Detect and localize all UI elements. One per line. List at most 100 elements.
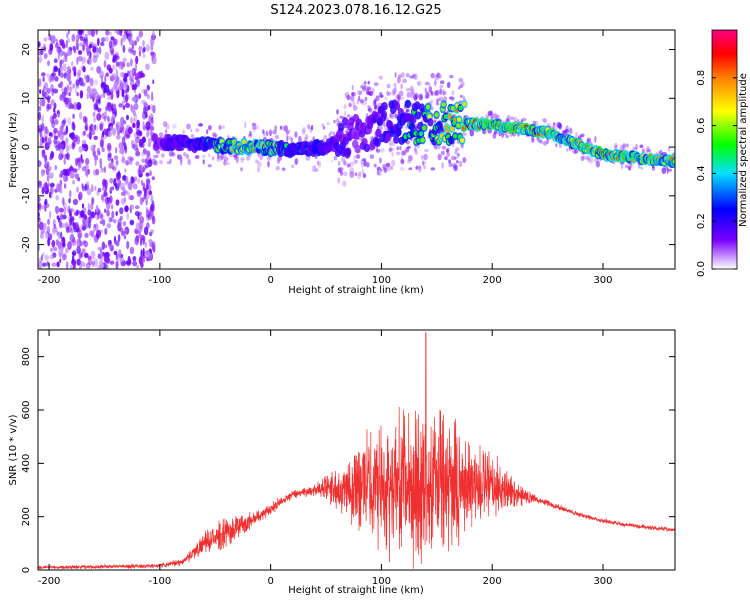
spectrogram-cell xyxy=(404,99,412,109)
spectrogram-cell xyxy=(125,260,130,265)
spectrogram-cell xyxy=(90,88,93,97)
spectrogram-cell xyxy=(594,135,597,143)
spectrogram-cell xyxy=(112,111,117,119)
spectrogram-cell xyxy=(89,51,92,59)
spectrogram-cell xyxy=(41,98,46,107)
spectrogram-cell xyxy=(168,152,174,157)
spectrogram-cell xyxy=(119,124,124,132)
spectrogram-cell xyxy=(117,130,120,136)
spectrogram-cell xyxy=(59,39,65,44)
spectrogram-cell xyxy=(395,128,402,137)
spectrogram-cell xyxy=(448,162,454,167)
spectrogram-cell xyxy=(58,67,61,77)
spectrogram-cell xyxy=(66,84,70,92)
spectrogram-cell xyxy=(109,217,114,222)
spectrogram-cell xyxy=(182,129,185,136)
spectrogram-cell xyxy=(369,88,373,93)
spectrogram-cell xyxy=(130,58,133,67)
spectrogram-cell xyxy=(277,156,282,162)
spectrogram-cell xyxy=(97,187,102,193)
spectrogram-cell xyxy=(458,160,463,168)
spectrogram-cell xyxy=(136,132,141,140)
spectrogram-cell xyxy=(455,160,459,164)
spectrogram-cell xyxy=(393,86,397,94)
spectrogram-cell xyxy=(436,99,439,106)
spectrogram-cell xyxy=(38,213,41,220)
spectrogram-cell xyxy=(51,88,54,96)
spectrogram-cell xyxy=(111,87,115,93)
spectrogram-cell-core xyxy=(672,159,675,165)
spectrogram-cell xyxy=(129,160,133,165)
spectrogram-cell xyxy=(355,154,361,159)
spectrogram-cell xyxy=(129,75,132,81)
spectrogram-cell xyxy=(112,166,117,171)
spectrogram-x-label: Height of straight line (km) xyxy=(288,285,424,296)
spectrogram-cell xyxy=(151,52,154,62)
spectrogram-cell xyxy=(126,240,130,250)
spectrogram-cell xyxy=(122,189,127,197)
spectrogram-cell xyxy=(131,96,137,102)
spectrogram-cell xyxy=(62,242,66,248)
spectrogram-cell xyxy=(43,37,48,42)
spectrogram-cell xyxy=(66,32,69,39)
spectrogram-cell xyxy=(58,142,62,151)
spectrogram-cell xyxy=(50,99,55,106)
spectrogram-cell xyxy=(44,162,49,169)
spectrogram-cell xyxy=(396,146,399,151)
spectrogram-cell xyxy=(573,148,579,154)
spectrogram-cell xyxy=(55,195,59,201)
spectrogram-cell xyxy=(124,102,131,108)
spectrogram-cell xyxy=(321,123,325,127)
spectrogram-cell xyxy=(553,122,556,126)
spectrogram-cell xyxy=(93,258,99,267)
snr-y-label: SNR (10 * v/v) xyxy=(8,414,19,485)
spectrogram-cell-core xyxy=(422,125,427,131)
spectrogram-cell xyxy=(440,150,445,156)
spectrogram-cell xyxy=(110,187,113,192)
spectrogram-cell xyxy=(86,85,92,94)
spectrogram-cell xyxy=(145,44,151,52)
spectrogram-cell xyxy=(94,186,97,191)
spectrogram-cell xyxy=(119,30,123,36)
spectrogram-cell xyxy=(72,83,75,89)
spectrogram-cell xyxy=(456,153,460,159)
spectrogram-cell xyxy=(54,205,59,213)
spectrogram-cell xyxy=(343,160,347,166)
spectrogram-cell xyxy=(71,61,74,67)
spectrogram-cell xyxy=(162,121,168,128)
spectrogram-cell xyxy=(130,105,136,114)
spectrogram-cell xyxy=(44,183,50,189)
spectrogram-cell xyxy=(391,151,394,157)
spectrogram-cell xyxy=(129,195,135,201)
spectrogram-cell xyxy=(81,56,86,64)
spectrogram-cell xyxy=(290,136,293,143)
spectrogram-cell xyxy=(121,136,126,146)
spectrogram-cell xyxy=(101,196,105,203)
spectrogram-cell xyxy=(39,232,45,239)
spectrogram-cell xyxy=(388,147,394,152)
spectrogram-cell xyxy=(112,38,118,46)
spectrogram-cell xyxy=(80,252,84,258)
spectrogram-cell xyxy=(134,136,140,144)
spectrogram-cell xyxy=(626,143,629,148)
spectrogram-cell xyxy=(423,153,428,161)
spectrogram-cell xyxy=(393,102,401,111)
spectrogram-cell xyxy=(373,163,377,168)
snr-x-ticks: -200 -100 0 100 200 300 xyxy=(38,330,613,587)
spectrogram-cell xyxy=(79,261,85,267)
spectrogram-cell xyxy=(143,125,146,130)
spectrogram-cell xyxy=(63,183,67,189)
spectrogram-cell xyxy=(326,121,331,126)
spectrogram-cell xyxy=(125,160,130,166)
spectrogram-cell xyxy=(450,155,456,161)
spectrogram-cell xyxy=(100,213,104,220)
spectrogram-cell xyxy=(430,72,435,79)
spectrogram-cell xyxy=(328,133,332,139)
spectrogram-cell xyxy=(66,261,69,269)
spectrogram-cell xyxy=(110,36,115,41)
spectrogram-cell xyxy=(112,219,117,224)
spectrogram-cell xyxy=(369,154,375,159)
spectrogram-cell xyxy=(190,133,194,139)
spectrogram-cell xyxy=(294,131,298,138)
spectrogram-cell xyxy=(420,154,423,160)
